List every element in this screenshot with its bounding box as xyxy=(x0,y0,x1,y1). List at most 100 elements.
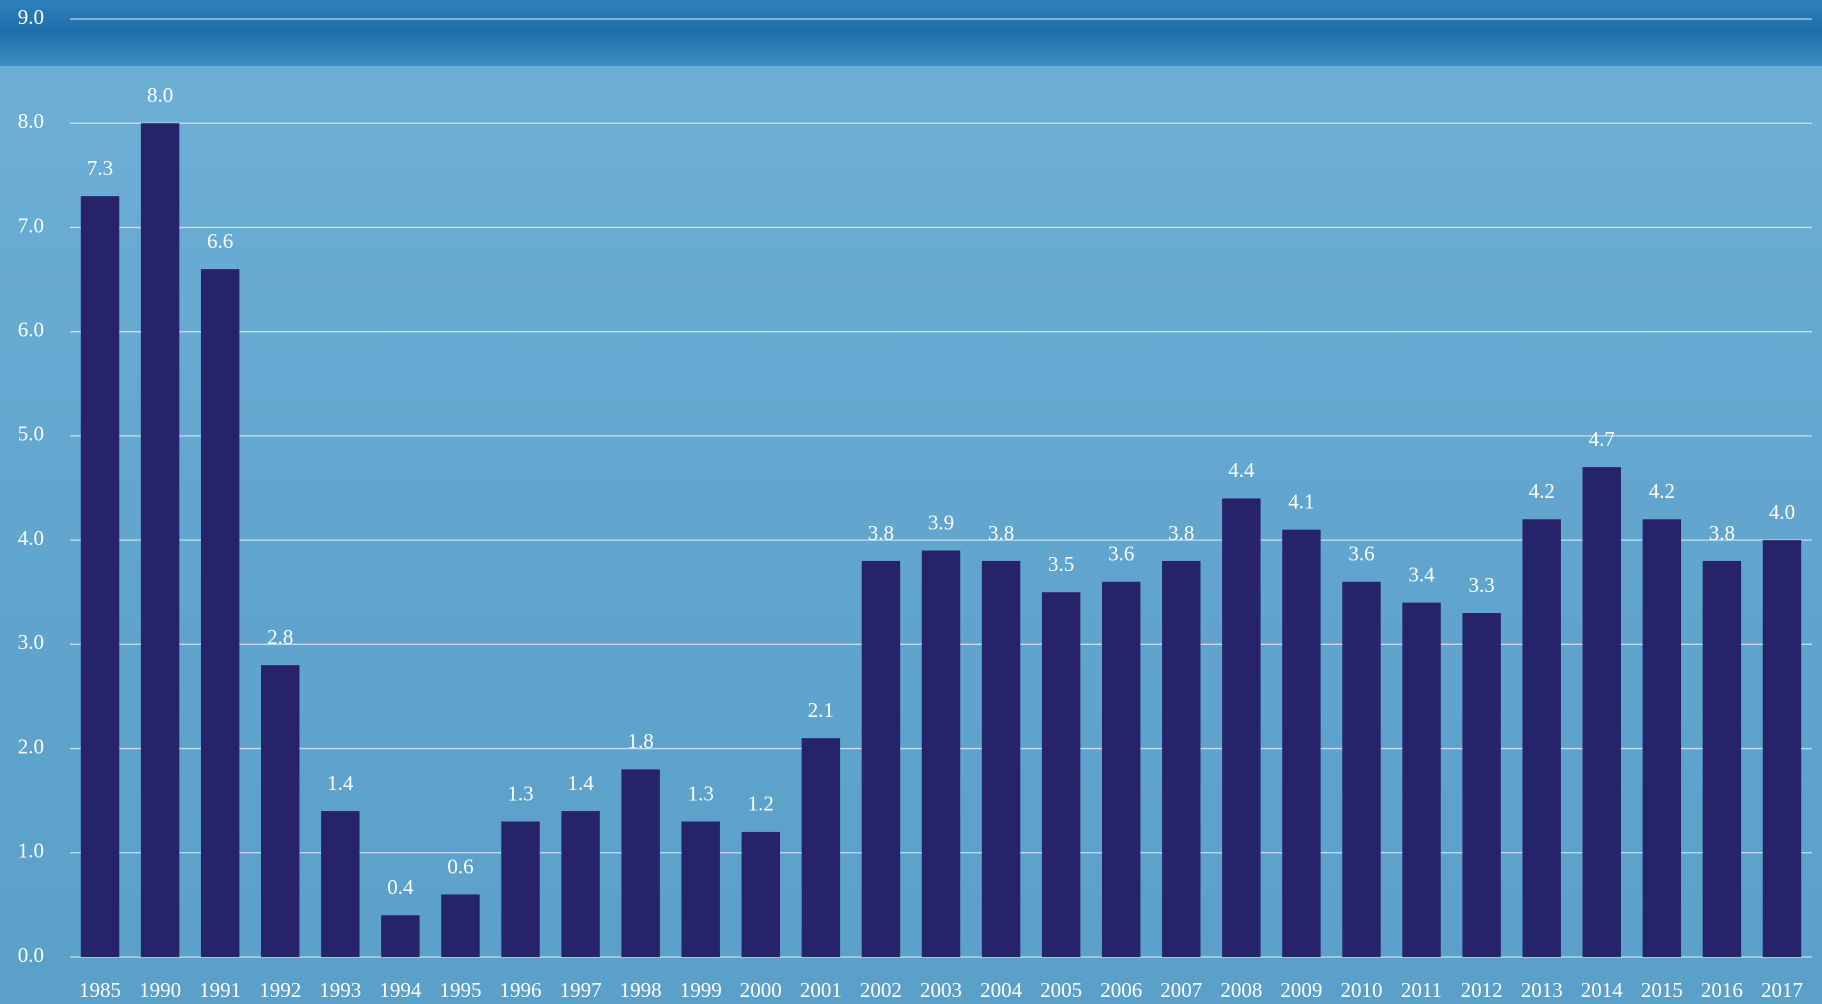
value-label: 4.2 xyxy=(1529,479,1555,503)
bar xyxy=(441,894,480,957)
y-tick-label: 4.0 xyxy=(18,526,44,550)
x-tick-label: 1992 xyxy=(259,978,301,1002)
bar xyxy=(981,560,1021,957)
x-tick-label: 2006 xyxy=(1100,978,1142,1002)
bar xyxy=(801,738,841,957)
value-label: 2.8 xyxy=(267,625,293,649)
x-tick-label: 1994 xyxy=(379,978,422,1002)
bar xyxy=(861,560,901,957)
y-tick-label: 5.0 xyxy=(18,422,44,446)
x-tick-label: 1995 xyxy=(439,978,481,1002)
y-tick-label: 0.0 xyxy=(18,943,44,967)
x-tick-label: 2017 xyxy=(1761,978,1803,1002)
value-label: 0.4 xyxy=(387,875,414,899)
x-tick-label: 1999 xyxy=(680,978,722,1002)
y-tick-label: 8.0 xyxy=(18,109,44,133)
value-label: 7.3 xyxy=(87,156,113,180)
value-label: 4.4 xyxy=(1228,458,1255,482)
x-tick-label: 2009 xyxy=(1280,978,1322,1002)
bar xyxy=(140,123,180,957)
x-tick-label: 1990 xyxy=(139,978,181,1002)
bar xyxy=(501,821,540,957)
value-label: 6.6 xyxy=(207,229,233,253)
x-tick-label: 2007 xyxy=(1160,978,1202,1002)
bar xyxy=(1582,467,1621,957)
value-label: 3.5 xyxy=(1048,552,1074,576)
bar xyxy=(1282,529,1321,957)
y-tick-label: 1.0 xyxy=(18,839,44,863)
value-label: 1.8 xyxy=(628,729,654,753)
x-tick-label: 2012 xyxy=(1461,978,1503,1002)
x-tick-label: 2001 xyxy=(800,978,842,1002)
bar xyxy=(1702,560,1742,957)
value-label: 8.0 xyxy=(147,83,173,107)
value-label: 3.4 xyxy=(1408,562,1435,586)
bar xyxy=(1642,519,1682,957)
bar xyxy=(1462,613,1501,957)
bar xyxy=(1762,540,1802,957)
value-label: 2.1 xyxy=(808,698,834,722)
bar xyxy=(1342,581,1381,957)
bar xyxy=(1222,498,1261,957)
x-tick-label: 2016 xyxy=(1701,978,1743,1002)
value-label: 0.6 xyxy=(447,854,473,878)
x-tick-label: 2014 xyxy=(1581,978,1624,1002)
value-label: 3.8 xyxy=(1168,521,1194,545)
bar xyxy=(921,550,961,957)
value-label: 1.4 xyxy=(327,771,354,795)
value-label: 4.0 xyxy=(1769,500,1795,524)
bar xyxy=(621,769,660,957)
x-tick-label: 1997 xyxy=(560,978,602,1002)
x-tick-label: 2015 xyxy=(1641,978,1683,1002)
value-label: 3.6 xyxy=(1108,542,1134,566)
value-label: 1.2 xyxy=(748,792,774,816)
value-label: 3.8 xyxy=(988,521,1014,545)
x-tick-label: 2002 xyxy=(860,978,902,1002)
value-label: 3.8 xyxy=(868,521,894,545)
x-tick-label: 2011 xyxy=(1401,978,1442,1002)
value-label: 3.6 xyxy=(1348,542,1374,566)
bar xyxy=(200,269,240,958)
value-label: 4.1 xyxy=(1288,490,1314,514)
bar xyxy=(741,831,781,957)
value-label: 3.9 xyxy=(928,510,954,534)
bar xyxy=(681,821,720,957)
x-tick-label: 1996 xyxy=(500,978,542,1002)
y-tick-label: 2.0 xyxy=(18,734,44,758)
value-label: 3.8 xyxy=(1709,521,1735,545)
x-tick-label: 1991 xyxy=(199,978,241,1002)
bar xyxy=(1162,560,1201,957)
y-tick-label: 9.0 xyxy=(18,5,44,29)
y-tick-label: 6.0 xyxy=(18,317,44,341)
value-label: 1.3 xyxy=(688,781,714,805)
bar xyxy=(1041,592,1081,957)
y-tick-label: 3.0 xyxy=(18,630,44,654)
x-tick-label: 2000 xyxy=(740,978,782,1002)
x-tick-label: 2010 xyxy=(1340,978,1382,1002)
x-tick-label: 1998 xyxy=(620,978,662,1002)
value-label: 3.3 xyxy=(1468,573,1494,597)
bar xyxy=(80,196,120,957)
x-tick-label: 2008 xyxy=(1220,978,1262,1002)
value-label: 4.2 xyxy=(1649,479,1675,503)
value-label: 1.4 xyxy=(567,771,594,795)
bar xyxy=(1522,519,1561,957)
x-tick-label: 2013 xyxy=(1521,978,1563,1002)
bar xyxy=(321,811,360,957)
bar xyxy=(1101,581,1141,957)
y-tick-label: 7.0 xyxy=(18,213,44,237)
background-band xyxy=(0,0,1822,66)
x-tick-label: 2004 xyxy=(980,978,1023,1002)
x-tick-label: 2005 xyxy=(1040,978,1082,1002)
bar xyxy=(261,665,300,957)
x-tick-label: 2003 xyxy=(920,978,962,1002)
bar xyxy=(1402,602,1441,957)
x-tick-label: 1985 xyxy=(79,978,121,1002)
bar xyxy=(381,915,420,957)
value-label: 4.7 xyxy=(1589,427,1615,451)
value-label: 1.3 xyxy=(507,781,533,805)
x-tick-label: 1993 xyxy=(319,978,361,1002)
bar xyxy=(561,811,600,957)
